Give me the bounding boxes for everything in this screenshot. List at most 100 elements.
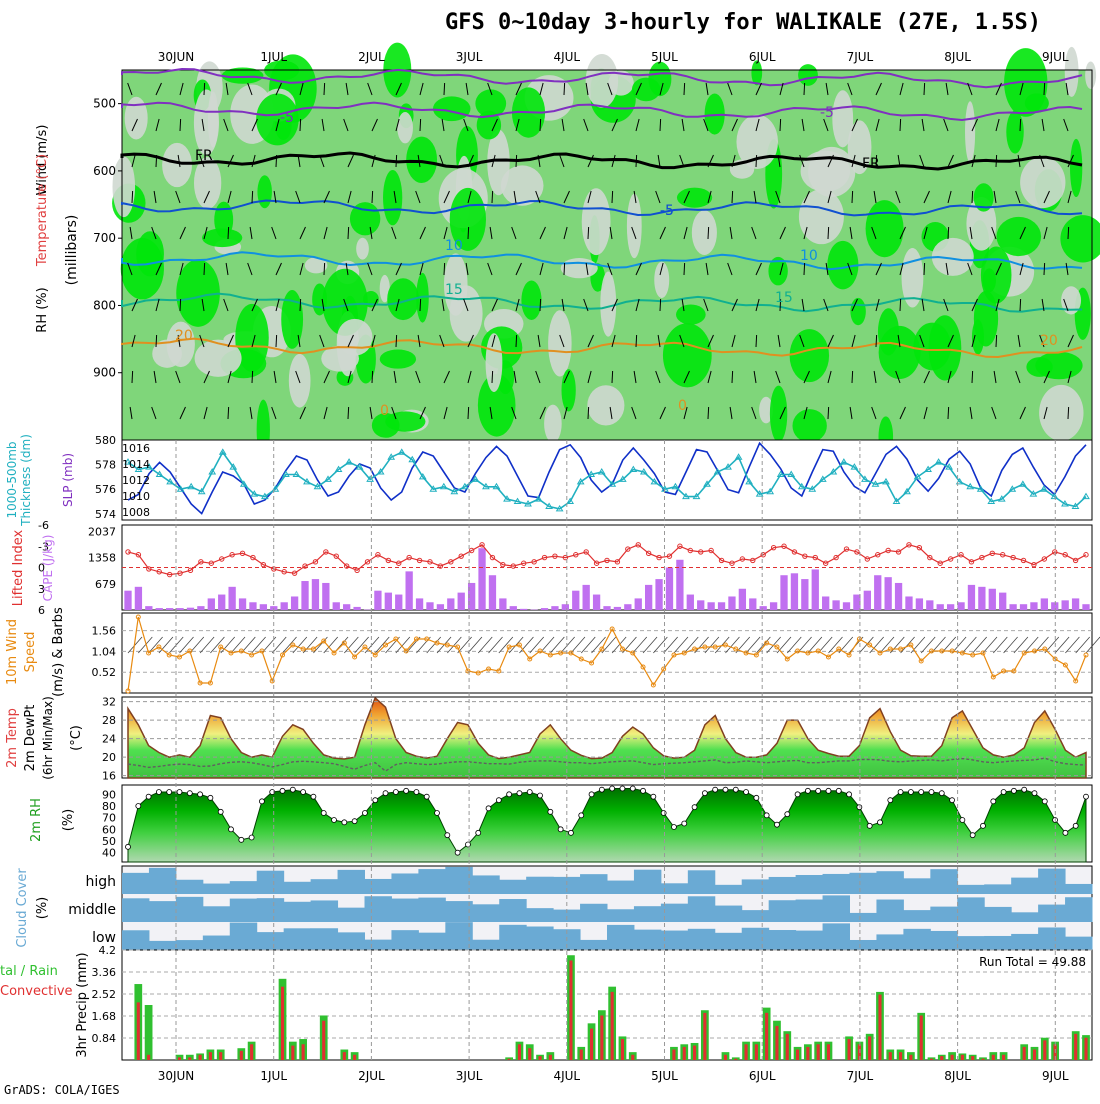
cloud-cell: [769, 930, 796, 950]
rh-point: [445, 833, 450, 838]
wind-barb: [1044, 263, 1045, 275]
precip-convective-bar: [281, 987, 284, 1060]
cloud-cell: [876, 934, 903, 950]
precip-frame: [122, 950, 1092, 1060]
wind-barb: [684, 263, 685, 275]
cloud-cell: [634, 930, 661, 950]
wind-barb: [924, 263, 925, 275]
cloud-cell: [930, 931, 957, 950]
cloud-cell: [580, 940, 607, 950]
rh-point: [620, 786, 625, 791]
cloud-cell: [1011, 934, 1038, 950]
cloud-cell: [715, 885, 742, 894]
cape-bar: [926, 600, 933, 610]
isotherm-label: -5: [280, 110, 294, 126]
cloud-cell: [365, 879, 392, 894]
cloud-cover-label: Cloud Cover: [15, 868, 30, 948]
li-label: Lifted Index: [11, 529, 26, 606]
cloud-cell: [122, 930, 149, 950]
rh-dry-blob: [125, 97, 148, 140]
rh-point: [888, 798, 893, 803]
cloud-cell: [661, 883, 688, 894]
chart-title: GFS 0~10day 3-hourly for WALIKALE (27E, …: [445, 10, 1041, 35]
date-label-bottom: 3JUL: [456, 1069, 483, 1083]
wind-barb: [372, 371, 373, 383]
cloud-cell: [176, 880, 203, 894]
wind-barb: [516, 335, 517, 347]
rh-point: [373, 798, 378, 803]
slp-tick-label: 1012: [122, 474, 150, 487]
temp-tick-label: 20: [102, 751, 116, 764]
wind-barb: [1020, 299, 1021, 311]
cape-bar: [989, 589, 996, 610]
li-tick-label: -6: [38, 519, 49, 532]
rh-point: [362, 811, 367, 816]
cloud-cell: [688, 896, 715, 922]
thickness-tick-label: 580: [95, 434, 116, 447]
cloud-cell: [607, 909, 634, 922]
cloud-cell: [149, 901, 176, 922]
cape-bar: [905, 596, 912, 610]
wind-barb: [612, 371, 613, 383]
date-label-top: 30JUN: [158, 50, 195, 64]
rh-point: [517, 791, 522, 796]
wind-tick-label: 1.56: [92, 625, 117, 638]
cape-bar: [978, 587, 985, 610]
wind-barb: [684, 83, 685, 95]
precip-convective-bar: [518, 1044, 521, 1060]
precip-panel: [122, 950, 1092, 1060]
isotherm-label: 20: [1040, 333, 1058, 349]
rh-point: [465, 842, 470, 847]
precip-convective-bar: [992, 1055, 995, 1060]
cape-bar: [197, 606, 204, 610]
cloud-cell: [742, 928, 769, 950]
cloud-cell: [176, 940, 203, 950]
cloud-cell: [742, 879, 769, 894]
precip-convective-bar: [848, 1039, 851, 1060]
precip-convective-bar: [765, 1013, 768, 1060]
wind-barb: [636, 155, 637, 167]
precip-total-legend: tal / Rain: [0, 964, 58, 979]
cloud-cell: [823, 874, 850, 894]
cape-bar: [583, 585, 590, 610]
precip-convective-bar: [683, 1047, 686, 1060]
rh-point: [455, 850, 460, 855]
rh-dry-blob: [397, 112, 413, 143]
slp-tick-label: 1008: [122, 506, 150, 519]
li-tick-label: 6: [38, 604, 45, 617]
cloud-cell: [176, 897, 203, 922]
cloud-cell: [526, 877, 553, 894]
precip-convective-bar: [724, 1055, 727, 1060]
cape-bar: [957, 602, 964, 610]
temp-tick-label: 16: [102, 770, 116, 783]
rh-dry-blob: [692, 210, 717, 255]
rh-moist-blob: [792, 409, 826, 442]
wind-barb: [972, 191, 973, 203]
rh-area: [128, 789, 1086, 863]
rh-point: [723, 787, 728, 792]
cape-bar: [760, 606, 767, 610]
precip-convective-bar: [868, 1036, 871, 1060]
rh-point: [1001, 790, 1006, 795]
precip-convective-bar: [302, 1044, 305, 1060]
wind-barb: [180, 119, 181, 131]
rh-point: [486, 806, 491, 811]
precip-convective-bar: [920, 1015, 923, 1060]
wind-barb: [996, 155, 997, 167]
cloud-cell: [1011, 878, 1038, 894]
cloud-cell: [688, 929, 715, 950]
precip-convective-bar: [827, 1044, 830, 1060]
cloud-cell: [149, 868, 176, 894]
isotherm-label: -5: [820, 105, 834, 121]
cape-bar: [416, 598, 423, 610]
cloud-cell: [796, 900, 823, 922]
cloud-cell: [391, 899, 418, 922]
cloud-cell: [769, 877, 796, 894]
wind-barb: [900, 299, 901, 311]
wind-barb: [204, 263, 205, 275]
wind-barb: [924, 83, 925, 95]
rh-panel: [122, 785, 1092, 862]
rh-point: [1011, 788, 1016, 793]
